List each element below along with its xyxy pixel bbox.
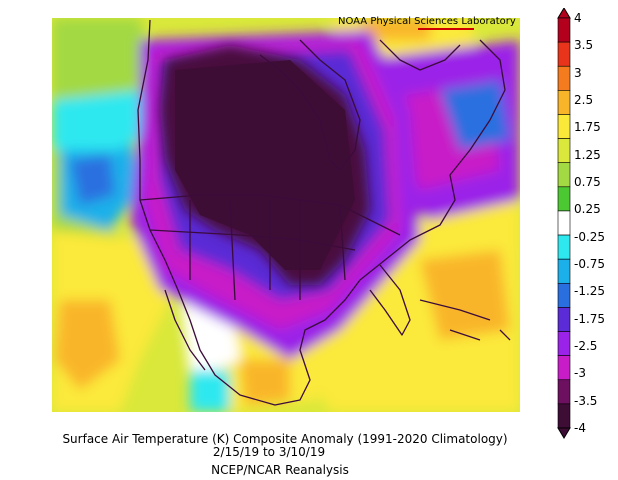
colorbar-swatch (557, 114, 571, 139)
colorbar-tick-label: 3 (574, 65, 582, 80)
colorbar-tick-label: 4 (574, 11, 582, 25)
colorbar-swatch (557, 210, 571, 236)
colorbar-swatch (557, 41, 571, 67)
caption-source: NCEP/NCAR Reanalysis (211, 463, 349, 477)
credit-text: NOAA Physical Sciences Laboratory (338, 16, 516, 27)
colorbar-tick-label: 0.75 (574, 175, 601, 189)
colorbar-min-arrow (557, 427, 571, 439)
colorbar-swatch (557, 65, 571, 91)
colorbar (557, 8, 571, 439)
colorbar-swatch (557, 258, 571, 284)
colorbar-tick-label: -0.25 (574, 229, 606, 244)
colorbar-tick-label: -1.75 (574, 311, 606, 326)
colorbar-swatch (557, 282, 571, 308)
colorbar-tick-label: -1.25 (574, 284, 606, 299)
colorbar-swatch (557, 138, 571, 164)
colorbar-swatch (557, 331, 571, 356)
colorbar-swatch (557, 162, 571, 188)
colorbar-tick-label: -3.5 (574, 393, 598, 408)
colorbar-swatch (557, 307, 571, 332)
colorbar-swatch (557, 186, 571, 212)
colorbar-tick-label: 3.5 (574, 38, 594, 53)
colorbar-swatch (557, 234, 571, 260)
colorbar-swatch (557, 355, 571, 381)
colorbar-swatch (557, 90, 571, 115)
caption-dates: 2/15/19 to 3/10/19 (212, 445, 326, 459)
colorbar-max-arrow (557, 8, 571, 19)
colorbar-tick-label: -4 (574, 421, 586, 435)
colorbar-tick-label: 1.75 (574, 120, 601, 135)
colorbar-tick-label: 2.5 (574, 93, 594, 107)
colorbar-tick-label: -3 (574, 366, 586, 381)
anomaly-field (52, 18, 520, 412)
caption-title: Surface Air Temperature (K) Composite An… (62, 432, 508, 446)
credit-underline (418, 28, 474, 30)
colorbar-tick-label: -0.75 (574, 257, 606, 271)
colorbar-swatch (557, 17, 571, 43)
colorbar-tick-label: 0.25 (574, 202, 601, 217)
colorbar-tick-label: 1.25 (574, 147, 601, 162)
colorbar-swatch (557, 379, 571, 405)
colorbar-tick-label: -2.5 (574, 339, 598, 353)
coastlines (137, 19, 511, 406)
colorbar-swatch (557, 403, 571, 429)
